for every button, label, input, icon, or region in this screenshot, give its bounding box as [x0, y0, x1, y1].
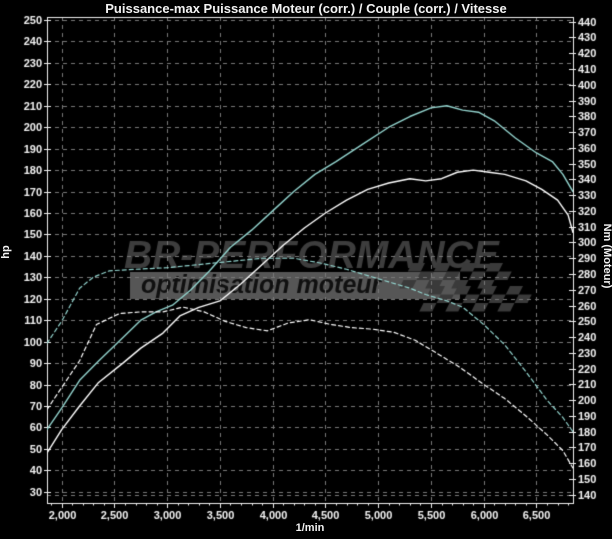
x-axis-label: 1/min: [295, 522, 325, 534]
right-axis-label: Nm (Moteur): [601, 223, 612, 289]
chart-title: Puissance-max Puissance Moteur (corr.) /…: [105, 1, 507, 16]
left-axis-label: hp: [0, 245, 12, 259]
